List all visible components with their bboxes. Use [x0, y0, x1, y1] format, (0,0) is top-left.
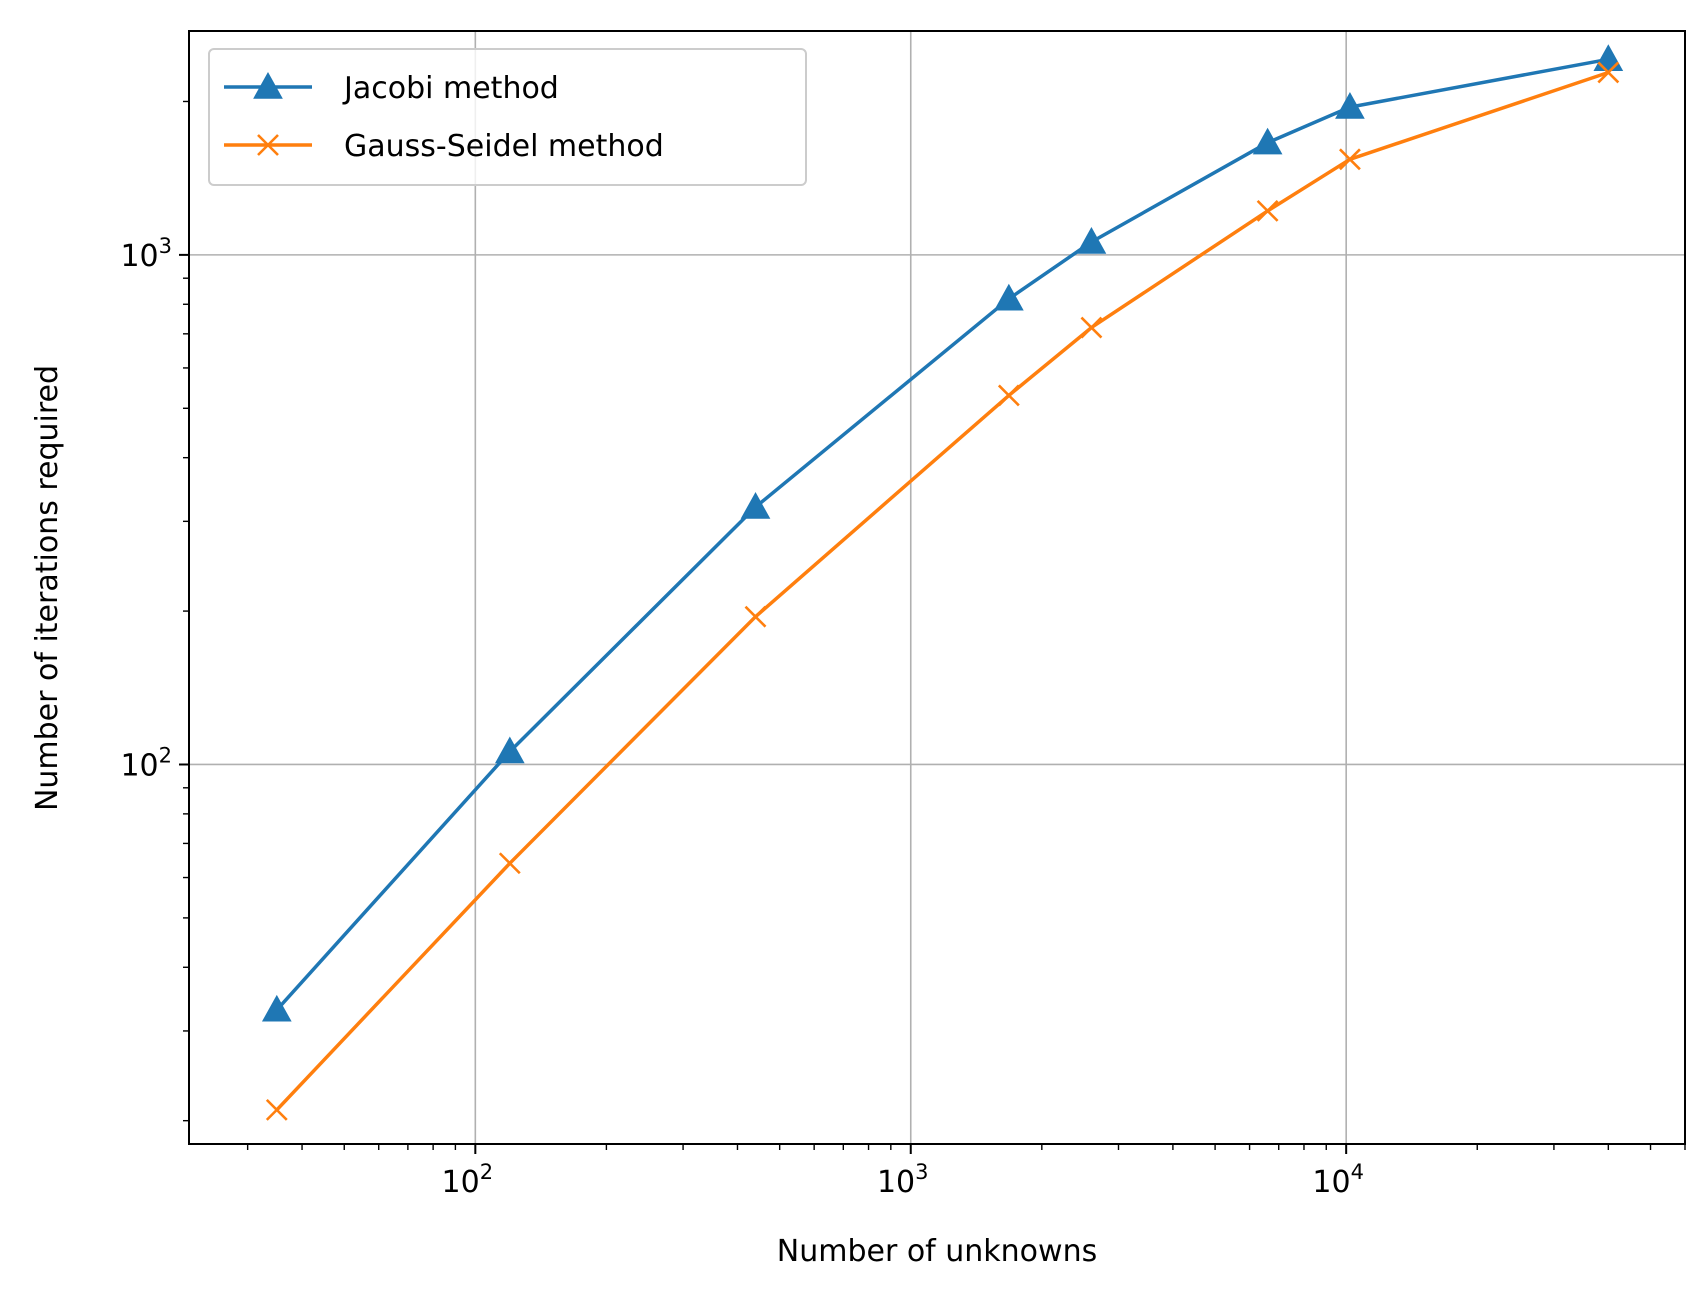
data-point	[997, 384, 1020, 407]
x-tick-label: 104	[1312, 1160, 1364, 1200]
data-point	[744, 605, 767, 628]
data-point	[740, 492, 771, 519]
data-point	[1338, 148, 1361, 171]
series-line	[275, 70, 1609, 1112]
data-point	[1597, 61, 1620, 84]
x-axis-title: Number of unknowns	[777, 1234, 1097, 1269]
y-axis-title: Number of iterations required	[30, 365, 65, 811]
data-point	[265, 1098, 288, 1121]
x-tick-label: 103	[877, 1160, 929, 1200]
legend-marker	[257, 134, 279, 156]
x-marker-stroke	[1256, 199, 1279, 222]
x-marker-stroke	[498, 852, 521, 875]
grid	[189, 31, 1685, 1144]
legend: Jacobi method Gauss-Seidel method	[208, 48, 807, 186]
data-point	[494, 736, 525, 764]
legend-label: Jacobi method	[342, 71, 559, 106]
y-tick-label: 102	[120, 743, 172, 783]
legend-entry: Gauss-Seidel method	[224, 129, 664, 164]
series-line	[275, 57, 1609, 1012]
series-1	[261, 44, 1624, 1022]
legend-items: Jacobi method Gauss-Seidel method	[224, 71, 664, 164]
x-marker-stroke	[1597, 61, 1620, 84]
series-layer	[261, 44, 1624, 1121]
legend-entry: Jacobi method	[224, 71, 559, 106]
series-2	[265, 61, 1620, 1121]
data-point	[1252, 127, 1283, 155]
x-tick-label: 102	[442, 1160, 494, 1200]
plot-frame	[188, 30, 1686, 1145]
data-point	[1080, 316, 1103, 339]
major-ticks: 102 103 104 102 103	[120, 234, 1364, 1200]
data-point	[994, 283, 1024, 311]
data-point	[1256, 199, 1279, 222]
x-marker-stroke	[1080, 316, 1103, 339]
data-point	[1076, 226, 1107, 254]
x-marker-stroke	[1338, 148, 1361, 171]
legend-marker	[253, 71, 283, 99]
legend-box	[208, 48, 807, 186]
data-point	[498, 852, 521, 875]
y-tick-label: 103	[120, 234, 172, 274]
x-marker-stroke	[744, 605, 767, 628]
legend-label: Gauss-Seidel method	[344, 129, 664, 164]
data-point	[261, 994, 292, 1022]
x-marker-stroke	[997, 384, 1020, 407]
x-marker-stroke	[257, 134, 279, 156]
data-point	[1335, 92, 1365, 119]
x-marker-stroke	[265, 1098, 288, 1121]
